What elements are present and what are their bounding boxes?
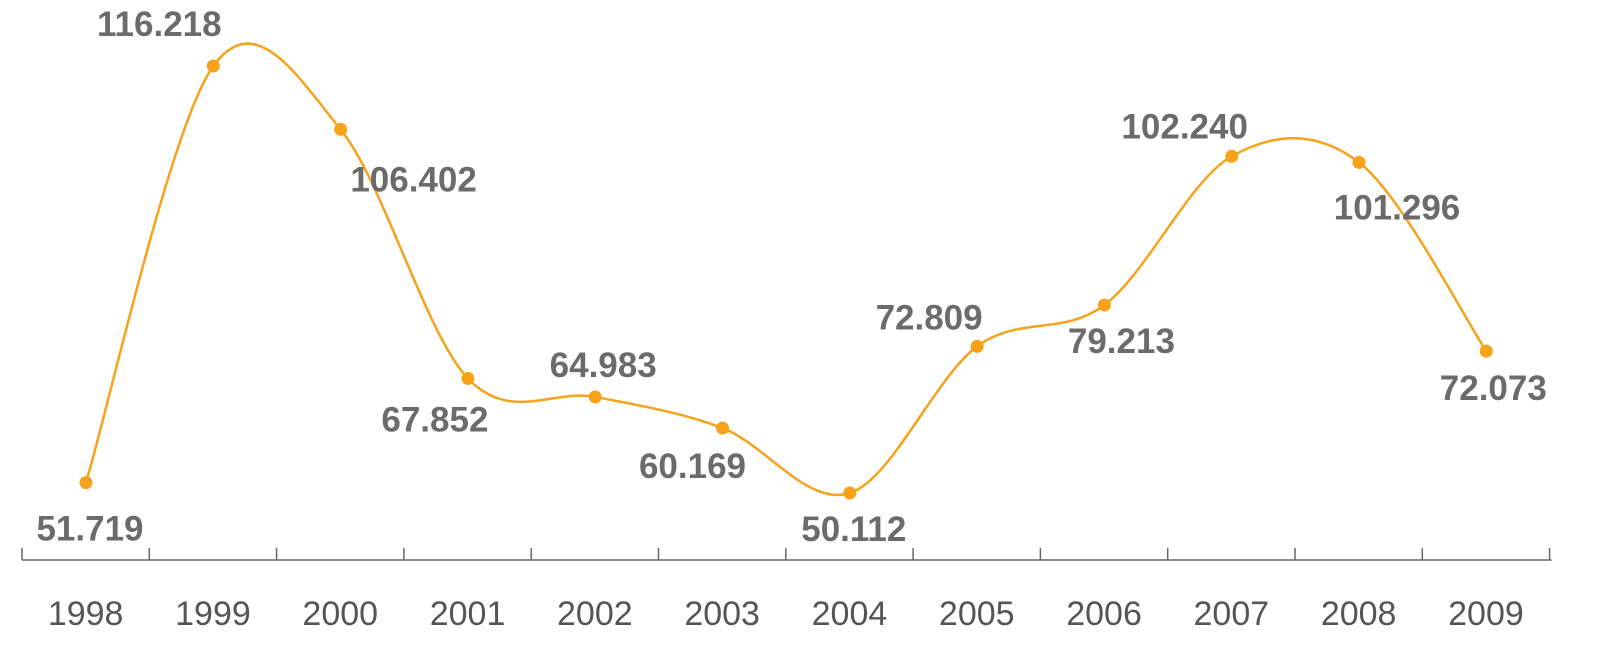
data-label: 106.402: [350, 160, 477, 199]
x-tick-label: 2001: [430, 595, 506, 633]
data-label: 50.112: [801, 510, 906, 549]
x-tick-label: 2000: [302, 595, 378, 633]
x-tick-label: 1999: [175, 595, 251, 633]
data-label: 79.213: [1068, 322, 1175, 361]
data-point-marker: [970, 339, 984, 353]
data-label: 51.719: [36, 510, 143, 549]
x-tick-label: 2002: [557, 595, 633, 633]
x-tick-label: 2003: [684, 595, 760, 633]
data-label: 102.240: [1121, 107, 1248, 146]
data-point-marker: [716, 421, 729, 435]
data-markers: [79, 59, 1493, 500]
x-tick-label: 2008: [1321, 595, 1397, 633]
series-line: [84, 42, 1488, 497]
data-label: 116.218: [97, 5, 222, 44]
x-tick-label: 2007: [1194, 595, 1270, 633]
data-point-marker: [1225, 149, 1239, 163]
data-point-marker: [1479, 344, 1493, 358]
data-point-marker: [588, 390, 602, 404]
x-tick-labels: 1998 1999 2000 2001 2002 2003 2004 2005 2006 2007…: [48, 595, 1524, 633]
data-label: 60.169: [639, 447, 746, 486]
data-label: 72.809: [876, 298, 983, 337]
x-axis: [21, 548, 1552, 561]
data-label: 67.852: [381, 400, 488, 439]
x-tick-label: 2006: [1066, 595, 1142, 633]
x-tick-label: 1998: [48, 595, 124, 633]
data-point-marker: [79, 476, 93, 490]
data-point-marker: [206, 59, 220, 73]
data-label: 72.073: [1440, 369, 1547, 408]
x-tick-label: 2004: [812, 595, 888, 633]
data-label: 64.983: [550, 346, 657, 385]
data-labels: 51.719 116.218 106.402 67.852 64.983 60.169 50…: [36, 5, 1546, 549]
data-point-marker: [1097, 298, 1111, 312]
data-label: 101.296: [1334, 188, 1461, 227]
data-point-marker: [334, 122, 348, 136]
data-point-marker: [843, 486, 857, 500]
series-line-group: [84, 42, 1488, 497]
x-tick-label: 2009: [1448, 595, 1524, 633]
data-point-marker: [461, 371, 475, 385]
x-tick-label: 2005: [939, 595, 1015, 633]
data-point-marker: [1352, 155, 1366, 169]
